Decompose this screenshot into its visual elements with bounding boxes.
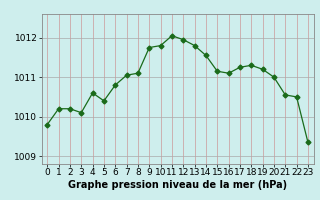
X-axis label: Graphe pression niveau de la mer (hPa): Graphe pression niveau de la mer (hPa) (68, 180, 287, 190)
